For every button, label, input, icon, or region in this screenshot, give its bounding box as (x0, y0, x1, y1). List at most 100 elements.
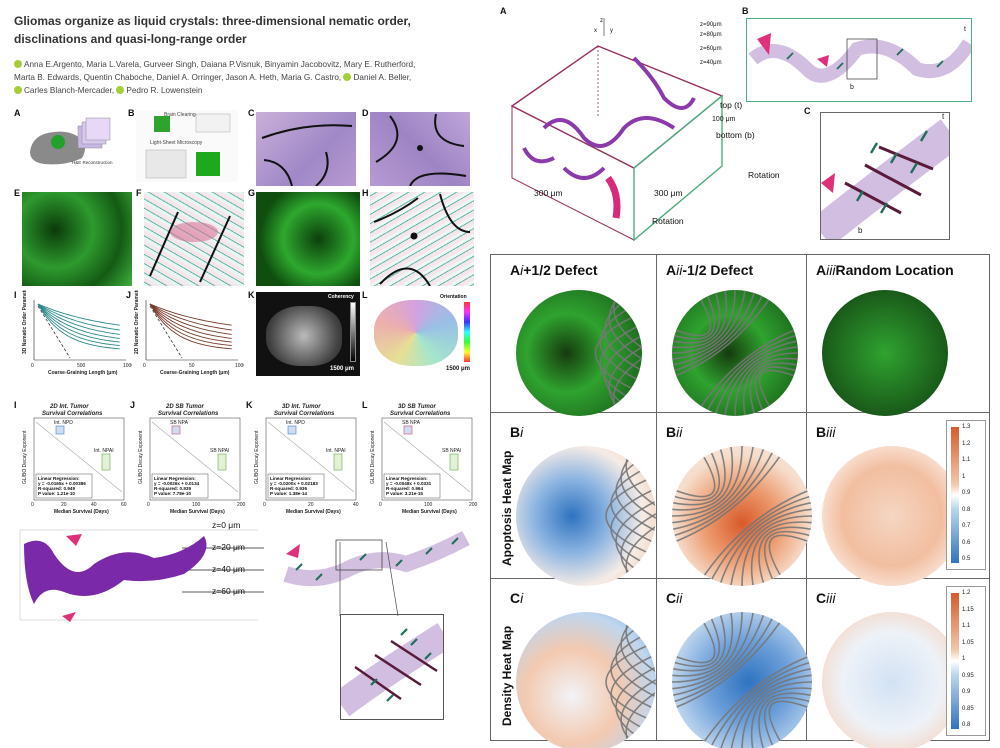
streamline (672, 290, 798, 416)
decay-curve (149, 303, 232, 326)
width-label-1: 300 μm (534, 188, 563, 198)
plot-frame (265, 417, 357, 501)
defect-image (672, 290, 798, 416)
zoom-connector-lines (339, 541, 399, 617)
k-scale-bar: 1500 μm (330, 366, 355, 372)
c-top-marker: t (942, 112, 945, 121)
director-3d-render (276, 524, 472, 626)
regression-line (151, 421, 239, 493)
boxplot-group2 (217, 453, 227, 471)
volume-zoom-view (820, 112, 950, 240)
z20-label: z=20 μm (212, 542, 246, 552)
x-tick-label: 60 (121, 502, 127, 508)
decay-curve (149, 303, 232, 331)
director-zoom-inset (340, 614, 444, 720)
z60-label: z=60 μm (212, 586, 246, 596)
x-tick-label: 100 (192, 502, 201, 508)
colorbar-tick: 1.1 (962, 457, 971, 463)
streamline (672, 446, 812, 586)
boxplot-group2 (333, 453, 343, 471)
panel-label-j: J (126, 290, 132, 300)
decay-curve (149, 303, 232, 335)
c-bottom-marker: b (858, 226, 863, 235)
colorbar-tick: 0.9 (962, 490, 971, 496)
streamline (625, 612, 656, 673)
bottom-label: bottom (b) (716, 130, 755, 140)
regression-text: P value: 1.21e-10 (38, 491, 75, 496)
streamline (672, 612, 812, 748)
regression-line (267, 421, 355, 493)
order-parameter-3d-plot: 0 500 1000 Coarse-Graining Length (μm) 3D Ne… (14, 290, 132, 376)
reference-line (149, 305, 183, 359)
streamline (672, 612, 812, 748)
right-panel-label-a: A (500, 6, 507, 16)
column-header: Ai+1/2 Defect (510, 262, 598, 278)
plot-title-2: Survival Correlations (274, 411, 335, 417)
colorbar-tick: 0.5 (962, 556, 971, 562)
decay-curve (149, 303, 232, 346)
author-list: Anna E.Argento, Maria L.Varela, Gurveer … (14, 60, 416, 95)
apoptosis-heatmap (672, 446, 812, 586)
y-axis-label: GL/BO Decay Exponent (138, 430, 144, 484)
defect-image (516, 290, 642, 416)
regression-text: Linear Regression: (154, 476, 196, 481)
regression-text: y = -0.0026x + 0.0134 (154, 481, 200, 486)
panel-label-h: H (362, 188, 369, 198)
regression-box (267, 473, 325, 499)
panel-label-e: E (14, 188, 21, 198)
y-axis-label: GL/BO Decay Exponent (370, 430, 376, 484)
brain-clearing-text: Brain Clearing (164, 112, 196, 118)
regression-line (383, 421, 471, 493)
group1-label: SB NPA (402, 420, 421, 426)
b-top-marker: t (964, 26, 966, 33)
regression-text: Linear Regression: (386, 476, 428, 481)
decay-curve (149, 303, 232, 343)
streamline (672, 612, 812, 748)
tumor-volume-3d (504, 18, 754, 248)
streamline (672, 446, 812, 586)
streamline (613, 290, 642, 349)
group1-label: Int. NPD (286, 420, 305, 426)
streamline (599, 323, 642, 406)
colorbar-tick: 1 (962, 656, 966, 662)
paper-title: Gliomas organize as liquid crystals: thr… (14, 14, 411, 46)
x-tick-label: 0 (379, 502, 382, 508)
colorbar-tick: 0.8 (962, 722, 971, 728)
colorbar-tick: 0.9 (962, 689, 971, 695)
streamline (672, 290, 798, 416)
survival-correlation-plot: 2D SB Tumor Survival Correlations SB NPA SB… (130, 400, 246, 520)
order-parameter-2d-plot: 0 50 1000 Coarse-Graining Length (μm) 2D Nem… (126, 290, 244, 376)
decay-curve (37, 303, 120, 331)
streamline (672, 612, 812, 748)
cell-label: Ci (510, 590, 524, 606)
plot-title-1: 3D Int. Tumor (282, 404, 321, 410)
streamline (672, 446, 812, 586)
streamline (672, 612, 812, 748)
x-tick-label: 0 (31, 502, 34, 508)
orientation-label: Orientation (440, 294, 467, 300)
panel-label-b: B (128, 108, 135, 118)
volume-side-view (746, 18, 972, 102)
fluorescence-e (22, 192, 132, 286)
density-row-label: Density Heat Map (500, 625, 514, 726)
depth-label: 100 μm (712, 116, 736, 123)
density-heatmap (516, 612, 656, 748)
panel-label-a: A (14, 108, 21, 118)
mouse-illustration (22, 112, 122, 176)
panel-label-g: G (248, 188, 256, 198)
survival-correlation-plot: 3D SB Tumor Survival Correlations SB NPA SB… (362, 400, 478, 520)
plot-title-2: Survival Correlations (42, 411, 103, 417)
he-reconstruction-text: H&E Reconstruction (72, 160, 113, 165)
colorbar-tick: 0.7 (962, 523, 971, 529)
rotation-label-2: Rotation (748, 170, 780, 180)
light-sheet-text: Light-Sheet Microscopy (150, 140, 203, 146)
streamline (613, 357, 642, 416)
survival-panel-label: L (362, 400, 368, 410)
streamline (672, 612, 812, 748)
group2-label: SB NPAI (210, 448, 229, 454)
x-tick-label: 20 (61, 502, 67, 508)
cell-label: Cii (666, 590, 683, 606)
x-axis-label: Median Survival (Days) (286, 509, 341, 515)
colorbar-tick: 1.2 (962, 440, 971, 447)
panel-label-c: C (248, 108, 255, 118)
